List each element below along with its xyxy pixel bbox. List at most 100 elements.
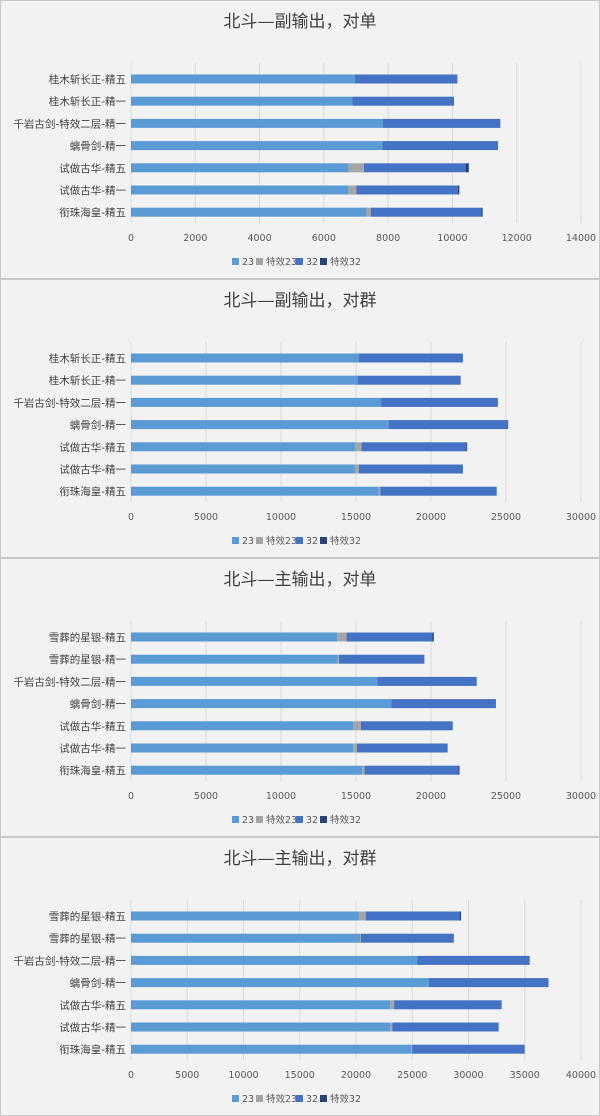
legend-label: 23 xyxy=(242,815,254,826)
bar-segment-2 xyxy=(390,1000,395,1010)
chart-title: 北斗—副输出，对单 xyxy=(223,12,377,32)
chart-panel-4: 北斗—主输出，对群 0 5000 10000 15000 20000 25000 30000 3… xyxy=(0,837,600,1116)
chart-svg: 0 5000 10000 15000 20000 25000 30000 35000 40000… xyxy=(13,900,596,1105)
legend-label: 特效23 xyxy=(266,814,297,826)
x-tick-label: 40000 xyxy=(566,1070,596,1081)
x-tick-label: 10000 xyxy=(266,512,296,523)
category-label: 衔珠海皇-精五 xyxy=(59,1043,126,1056)
legend-swatch xyxy=(320,1095,327,1102)
legend-swatch xyxy=(232,1095,239,1102)
x-tick-label: 0 xyxy=(128,233,134,244)
category-label: 千岩古剑-特效二层-精一 xyxy=(13,117,126,130)
bar-segment-2 xyxy=(353,743,357,753)
bar-segment-3 xyxy=(394,1000,502,1010)
bar-segment-1 xyxy=(131,654,338,664)
bar-segment-3 xyxy=(358,353,463,363)
category-label: 试做古华-精一 xyxy=(59,463,126,476)
bar-segment-2 xyxy=(366,207,371,217)
bar-segment-1 xyxy=(131,743,354,753)
bar-segment-1 xyxy=(131,353,359,363)
x-tick-label: 25000 xyxy=(397,1070,427,1081)
legend-swatch xyxy=(296,816,303,823)
category-label: 试做古华-精五 xyxy=(59,441,126,454)
bar-segment-4 xyxy=(466,442,468,452)
chart-svg: 0 5000 10000 15000 20000 25000 30000 雪葬的星银-精五雪葬… xyxy=(13,621,596,826)
category-label: 螭骨剑-精一 xyxy=(70,140,127,153)
legend-swatch xyxy=(232,258,239,265)
bar-segment-3 xyxy=(358,464,463,474)
chart-svg: 0 5000 10000 15000 20000 25000 30000 桂木斩长正-精五桂木… xyxy=(13,342,596,547)
x-tick-label: 15000 xyxy=(341,791,371,802)
bar-segment-2 xyxy=(360,933,361,943)
x-tick-label: 2000 xyxy=(183,233,207,244)
x-tick-label: 5000 xyxy=(194,791,218,802)
bar-segment-2 xyxy=(353,721,361,731)
legend-label: 32 xyxy=(306,815,318,826)
category-label: 试做古华-精一 xyxy=(59,742,126,755)
category-label: 桂木斩长正-精一 xyxy=(49,95,127,108)
bar-segment-1 xyxy=(131,911,359,921)
legend-label: 23 xyxy=(242,536,254,547)
category-label: 桂木斩长正-精五 xyxy=(49,352,126,365)
legend-label: 特效32 xyxy=(330,1093,361,1105)
x-tick-label: 20000 xyxy=(341,1070,371,1081)
chart-panel-3: 北斗—主输出，对单 0 5000 10000 15000 20000 25000 30000 雪… xyxy=(0,558,600,837)
bar-segment-1 xyxy=(131,955,418,965)
bar-segment-3 xyxy=(383,118,501,128)
category-label: 试做古华-精一 xyxy=(59,184,126,197)
x-tick-label: 20000 xyxy=(416,512,446,523)
x-tick-label: 30000 xyxy=(566,512,596,523)
bar-segment-1 xyxy=(131,118,383,128)
bar-segment-1 xyxy=(131,978,430,988)
legend-label: 特效23 xyxy=(266,256,297,268)
x-tick-label: 14000 xyxy=(566,233,596,244)
category-label: 衔珠海皇-精五 xyxy=(59,485,126,498)
bar-segment-2 xyxy=(348,163,365,173)
bar-segment-3 xyxy=(357,375,461,385)
legend-swatch xyxy=(232,816,239,823)
bar-segment-4 xyxy=(465,163,469,173)
bar-segment-1 xyxy=(131,163,349,173)
bar-segment-4 xyxy=(457,185,460,195)
bar-segment-3 xyxy=(355,74,458,84)
bar-segment-1 xyxy=(131,141,383,151)
x-tick-label: 30000 xyxy=(453,1070,483,1081)
x-tick-label: 6000 xyxy=(312,233,336,244)
legend-label: 23 xyxy=(242,257,254,268)
legend-swatch xyxy=(256,1095,263,1102)
category-label: 衔珠海皇-精五 xyxy=(59,206,126,219)
bar-segment-3 xyxy=(360,721,453,731)
category-label: 千岩古剑-特效二层-精一 xyxy=(13,675,126,688)
bar-segment-2 xyxy=(358,911,366,921)
x-tick-label: 12000 xyxy=(502,233,532,244)
bar-segment-1 xyxy=(131,486,379,496)
bar-segment-1 xyxy=(131,207,367,217)
legend-label: 特效32 xyxy=(330,535,361,547)
bar-segment-3 xyxy=(377,676,477,686)
legend-label: 特效23 xyxy=(266,1093,297,1105)
x-tick-label: 35000 xyxy=(510,1070,540,1081)
bar-segment-3 xyxy=(382,141,499,151)
legend-swatch xyxy=(320,258,327,265)
category-label: 试做古华-精五 xyxy=(59,720,126,733)
bar-segment-1 xyxy=(131,1044,412,1054)
chart-svg: 0 2000 4000 6000 8000 10000 12000 14000 桂木斩长正-精五… xyxy=(13,63,596,268)
legend-label: 32 xyxy=(306,536,318,547)
bar-segment-2 xyxy=(390,1022,393,1032)
chart-panel-2: 北斗—副输出，对群 0 5000 10000 15000 20000 25000 30000 桂… xyxy=(0,279,600,558)
bar-segment-1 xyxy=(131,765,363,775)
chart-title: 北斗—主输出，对群 xyxy=(223,849,377,869)
category-label: 千岩古剑-特效二层-精一 xyxy=(13,954,126,967)
category-label: 雪葬的星银-精五 xyxy=(49,910,126,923)
legend-swatch xyxy=(256,816,263,823)
bar-segment-2 xyxy=(411,1044,413,1054)
category-label: 雪葬的星银-精一 xyxy=(49,653,127,666)
bar-segment-2 xyxy=(337,654,339,664)
bar-segment-3 xyxy=(346,632,433,642)
chart-panel-1: 北斗—副输出，对单 0 2000 4000 6000 8000 10000 12000 1400… xyxy=(0,0,600,279)
category-label: 试做古华-精一 xyxy=(59,1021,126,1034)
bar-segment-3 xyxy=(352,96,455,106)
category-label: 试做古华-精五 xyxy=(59,999,126,1012)
chart-title: 北斗—副输出，对群 xyxy=(223,291,377,311)
